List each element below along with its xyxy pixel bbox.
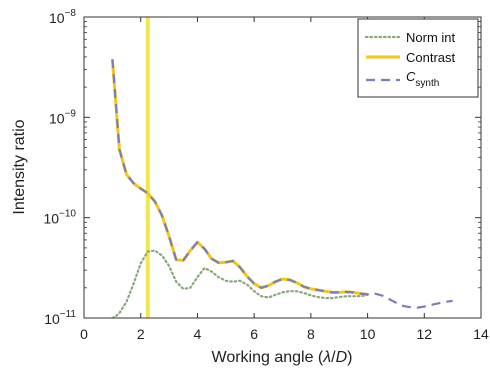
legend-label-contrast: Contrast [406,50,456,65]
x-tick-label: 2 [137,326,145,342]
y-tick-label: 10−9 [49,108,76,126]
x-tick-label: 4 [194,326,202,342]
x-tick-label: 0 [80,326,88,342]
x-axis: 0 2 4 6 8 10 12 14 [80,17,489,342]
y-axis: 10−11 10−10 10−9 10−8 [43,8,481,327]
y-axis-label: Intensity ratio [11,119,28,214]
x-tick-label: 12 [416,326,432,342]
x-tick-label: 10 [360,326,376,342]
x-tick-label: 8 [307,326,315,342]
plot-frame [83,16,482,319]
series-line-norm-int [111,249,369,318]
y-tick-label: 10−11 [44,309,76,327]
y-tick-label: 10−8 [49,8,76,26]
legend: Norm int Contrast Csynth [357,18,479,98]
x-tick-label: 6 [250,326,258,342]
x-tick-label: 14 [473,326,489,342]
legend-label-csynth: Csynth [406,69,439,89]
y-tick-label: 10−10 [43,209,76,227]
x-axis-label: Working angle (λ/D) [212,349,353,366]
legend-label-norm-int: Norm int [406,30,456,45]
series-line-csynth [111,59,453,309]
series-layer [110,17,453,318]
series-line-contrast [110,59,368,296]
